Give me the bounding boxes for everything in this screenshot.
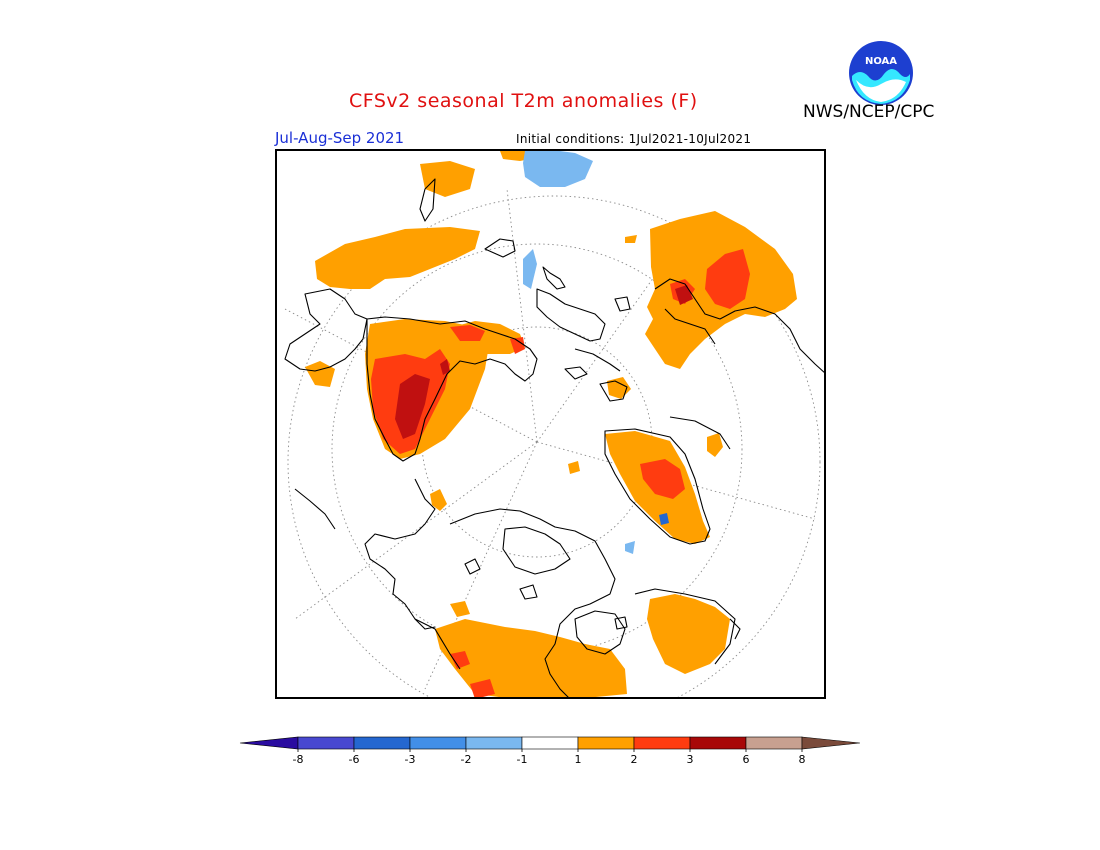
colorbar-arrow-high xyxy=(801,736,861,750)
coastlines xyxy=(284,178,826,699)
colorbar-tick-label: -8 xyxy=(293,753,304,766)
anomaly-warm-1 xyxy=(305,149,797,699)
initial-conditions-label: Initial conditions: 1Jul2021-10Jul2021 xyxy=(516,132,752,146)
chart-title: CFSv2 seasonal T2m anomalies (F) xyxy=(349,90,698,112)
colorbar-tick-label: 6 xyxy=(743,753,750,766)
logo-white-wave xyxy=(856,79,906,102)
colorbar-tick-label: 3 xyxy=(687,753,694,766)
meridian-line xyxy=(536,218,696,443)
colorbar-tick-label: -3 xyxy=(405,753,416,766)
meridian-line xyxy=(294,441,538,620)
colorbar-tick-label: -6 xyxy=(349,753,360,766)
agency-label: NWS/NCEP/CPC xyxy=(803,102,935,122)
colorbar-bin xyxy=(689,736,747,750)
colorbar-legend: -8 -6 -3 -2 -1 1 2 3 6 8 xyxy=(239,736,861,766)
colorbar-bin xyxy=(353,736,411,750)
meridian-line xyxy=(506,188,538,443)
colorbar-tick-label: 2 xyxy=(631,753,638,766)
noaa-logo-icon: NOAA xyxy=(849,41,913,105)
colorbar-bin xyxy=(409,736,467,750)
colorbar-bin xyxy=(577,736,635,750)
logo-text: NOAA xyxy=(865,56,897,67)
colorbar-bin xyxy=(633,736,691,750)
colorbar-bin xyxy=(465,736,523,750)
season-label: Jul-Aug-Sep 2021 xyxy=(275,129,405,147)
anomaly-cool-2 xyxy=(659,513,669,525)
colorbar-bin xyxy=(745,736,803,750)
colorbar-tick-label: -2 xyxy=(461,753,472,766)
map-border xyxy=(275,149,826,699)
graticule-60n-circle xyxy=(331,243,743,655)
colorbar-bin xyxy=(297,736,355,750)
colorbar-bin xyxy=(521,736,579,750)
graticule-outer-circle xyxy=(287,195,821,699)
colorbar-tick-label: -1 xyxy=(517,753,528,766)
colorbar-tick-label: 1 xyxy=(575,753,582,766)
colorbar-tick-label: 8 xyxy=(799,753,806,766)
polar-map xyxy=(275,149,826,699)
colorbar-arrow-low xyxy=(239,736,299,750)
anomaly-cool-1 xyxy=(523,149,635,554)
